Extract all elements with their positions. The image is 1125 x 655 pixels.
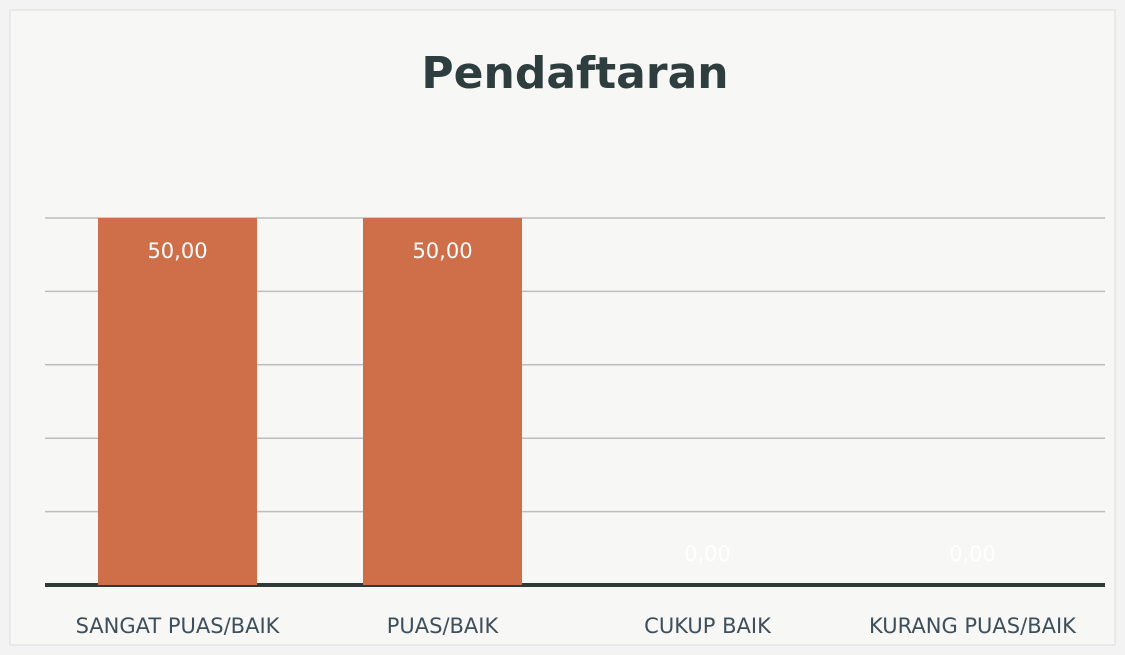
x-tick-label: KURANG PUAS/BAIK: [869, 614, 1077, 638]
value-label: 50,00: [147, 239, 207, 263]
bar: [363, 218, 522, 585]
chart-title: Pendaftaran: [421, 48, 728, 99]
x-tick-label: PUAS/BAIK: [387, 614, 500, 638]
value-label: 0,00: [949, 542, 996, 566]
x-tick-label: SANGAT PUAS/BAIK: [76, 614, 281, 638]
value-label: 50,00: [412, 239, 472, 263]
bar: [98, 218, 257, 585]
value-label: 0,00: [684, 542, 731, 566]
x-tick-label: CUKUP BAIK: [644, 614, 772, 638]
